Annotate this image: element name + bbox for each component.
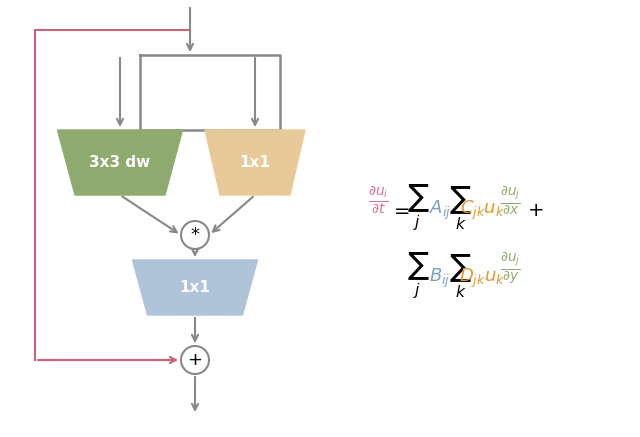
Text: $\frac{\partial u_i}{\partial t}$: $\frac{\partial u_i}{\partial t}$ bbox=[367, 185, 388, 215]
Text: $D_{jk}u_k$: $D_{jk}u_k$ bbox=[459, 267, 505, 290]
Text: $C_{jk}u_k$: $C_{jk}u_k$ bbox=[460, 198, 504, 222]
Text: $\sum_j$: $\sum_j$ bbox=[406, 251, 429, 301]
Text: $\frac{\partial u_j}{\partial x}$: $\frac{\partial u_j}{\partial x}$ bbox=[500, 184, 520, 216]
Text: $+$: $+$ bbox=[527, 201, 543, 219]
Text: $\sum_k$: $\sum_k$ bbox=[449, 184, 471, 232]
Text: $A_{ij}$: $A_{ij}$ bbox=[429, 198, 451, 222]
Text: $B_{ij}$: $B_{ij}$ bbox=[429, 267, 451, 290]
Text: 1x1: 1x1 bbox=[180, 280, 211, 295]
Polygon shape bbox=[132, 260, 257, 315]
Polygon shape bbox=[58, 130, 182, 195]
Text: *: * bbox=[191, 226, 200, 244]
Text: $\frac{\partial u_j}{\partial y}$: $\frac{\partial u_j}{\partial y}$ bbox=[500, 250, 520, 286]
Text: +: + bbox=[188, 351, 202, 369]
Polygon shape bbox=[205, 130, 305, 195]
Text: 3x3 dw: 3x3 dw bbox=[90, 155, 150, 170]
Text: $\sum_j$: $\sum_j$ bbox=[406, 183, 429, 233]
Text: $=$: $=$ bbox=[390, 201, 410, 219]
Text: $\sum_k$: $\sum_k$ bbox=[449, 252, 471, 300]
Text: 1x1: 1x1 bbox=[239, 155, 271, 170]
